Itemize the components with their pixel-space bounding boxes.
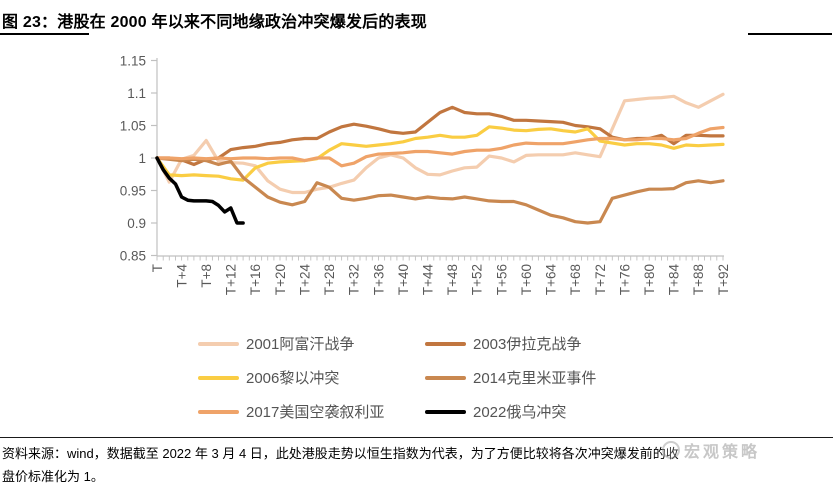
svg-text:T+60: T+60: [519, 264, 534, 295]
svg-text:T+44: T+44: [421, 264, 436, 296]
source-note-line1: 资料来源：wind，数据截至 2022 年 3 月 4 日，此处港股走势以恒生指…: [2, 446, 679, 461]
svg-text:T+16: T+16: [248, 264, 263, 295]
svg-text:0.95: 0.95: [120, 183, 146, 198]
svg-text:T: T: [150, 264, 165, 272]
source-note-line2: 盘价标准化为 1。: [2, 469, 104, 484]
series-line: [155, 156, 245, 225]
svg-text:T+12: T+12: [224, 264, 239, 295]
svg-text:1.15: 1.15: [120, 53, 146, 68]
legend-item-2001: 2001阿富汗战争: [198, 334, 425, 353]
svg-text:T+8: T+8: [199, 264, 214, 288]
legend-label-2006: 2006黎以冲突: [246, 370, 340, 387]
svg-text:T+68: T+68: [568, 264, 583, 295]
series-line: [155, 92, 725, 195]
svg-text:T+88: T+88: [691, 264, 706, 295]
svg-text:T+52: T+52: [470, 264, 485, 295]
svg-text:T+4: T+4: [174, 264, 189, 288]
watermark-text: 宏观策略: [684, 444, 761, 461]
header-rule-right: [748, 33, 832, 35]
series-line: [155, 156, 725, 225]
watermark: 宏观策略: [662, 438, 760, 462]
svg-text:0.85: 0.85: [120, 248, 146, 263]
source-note: 资料来源：wind，数据截至 2022 年 3 月 4 日，此处港股走势以恒生指…: [0, 437, 833, 488]
svg-text:T+32: T+32: [347, 264, 362, 295]
legend-label-2014: 2014克里米亚事件: [473, 370, 597, 387]
svg-text:T+92: T+92: [716, 264, 731, 295]
legend-item-2017: 2017美国空袭叙利亚: [198, 402, 425, 421]
chart-legend: 2001阿富汗战争 2003伊拉克战争 2006黎以冲突 2014克里米亚事件 …: [198, 334, 596, 421]
svg-text:T+24: T+24: [298, 264, 313, 296]
legend-item-2003: 2003伊拉克战争: [425, 334, 596, 353]
legend-swatch-2006: [198, 375, 239, 380]
svg-text:T+28: T+28: [322, 264, 337, 295]
svg-text:T+84: T+84: [667, 264, 682, 296]
figure-title: 图 23：港股在 2000 年以来不同地缘政治冲突爆发后的表现: [2, 14, 427, 31]
svg-text:T+40: T+40: [396, 264, 411, 295]
legend-label-2022: 2022俄乌冲突: [473, 404, 567, 421]
svg-text:1: 1: [138, 151, 146, 166]
legend-label-2003: 2003伊拉克战争: [473, 336, 582, 353]
legend-item-2022: 2022俄乌冲突: [425, 402, 596, 421]
svg-text:T+36: T+36: [371, 264, 386, 295]
svg-text:T+48: T+48: [445, 264, 460, 295]
series-line: [155, 125, 725, 168]
legend-swatch-2017: [198, 409, 239, 414]
legend-item-2006: 2006黎以冲突: [198, 368, 425, 387]
legend-label-2017: 2017美国空袭叙利亚: [246, 404, 385, 421]
svg-text:1.05: 1.05: [120, 118, 146, 133]
svg-text:T+76: T+76: [617, 264, 632, 295]
series-line: [155, 125, 725, 182]
legend-item-2014: 2014克里米亚事件: [425, 368, 596, 387]
legend-swatch-2001: [198, 341, 239, 346]
svg-text:1.1: 1.1: [127, 86, 146, 101]
legend-swatch-2014: [425, 375, 466, 380]
legend-swatch-2022: [425, 409, 466, 414]
legend-swatch-2003: [425, 341, 466, 346]
legend-label-2001: 2001阿富汗战争: [246, 336, 355, 353]
svg-text:T+56: T+56: [494, 264, 509, 295]
svg-text:0.9: 0.9: [127, 216, 146, 231]
svg-text:T+64: T+64: [544, 264, 559, 296]
svg-text:T+72: T+72: [593, 264, 608, 295]
line-chart: 0.85 0.9 0.95 1 1.05 1.1 1.15 T T+4 T+8 T+12 T+16 T+…: [120, 53, 731, 296]
watermark-logo-icon: [662, 441, 680, 459]
svg-text:T+20: T+20: [273, 264, 288, 295]
svg-text:T+80: T+80: [642, 264, 657, 295]
title-underline: [0, 33, 89, 35]
